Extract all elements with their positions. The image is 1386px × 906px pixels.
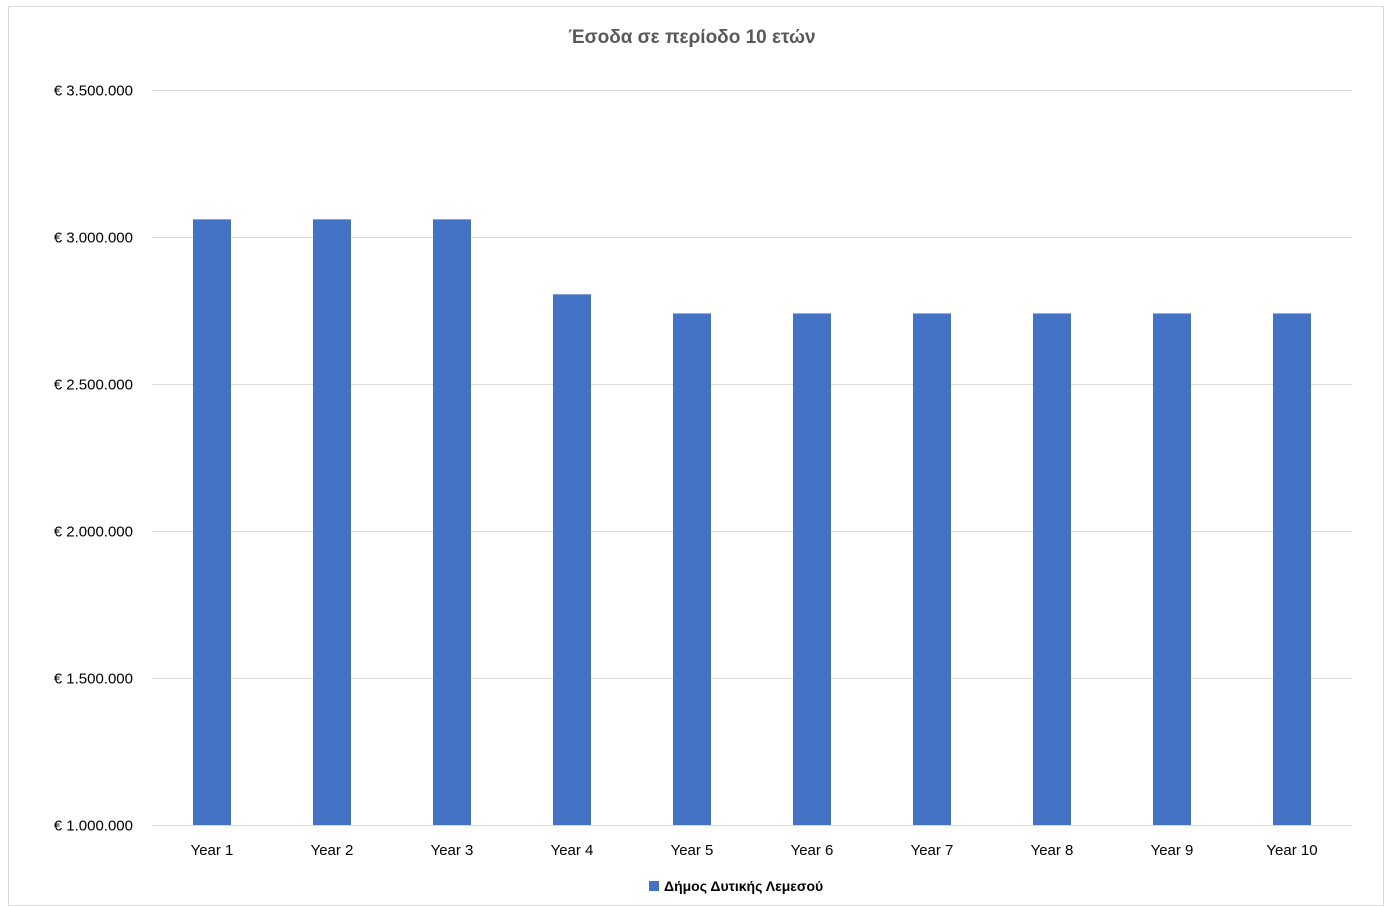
- bar: [433, 219, 471, 826]
- bar: [313, 219, 351, 826]
- x-tick-label: Year 2: [311, 842, 354, 859]
- bars: [193, 219, 1311, 826]
- bar: [793, 313, 831, 825]
- x-tick-label: Year 9: [1151, 842, 1194, 859]
- legend: Δήμος Δυτικής Λεμεσού: [649, 878, 823, 894]
- gridlines: [152, 90, 1352, 826]
- y-tick-label: € 3.000.000: [54, 230, 133, 247]
- bar: [553, 294, 591, 826]
- x-tick-label: Year 7: [911, 842, 954, 859]
- x-tick-label: Year 8: [1031, 842, 1074, 859]
- bar: [1153, 313, 1191, 825]
- y-tick-label: € 1.000.000: [54, 818, 133, 835]
- x-tick-label: Year 6: [791, 842, 834, 859]
- y-tick-label: € 2.000.000: [54, 524, 133, 541]
- bar: [193, 219, 231, 826]
- legend-label: Δήμος Δυτικής Λεμεσού: [664, 878, 823, 894]
- x-tick-label: Year 4: [551, 842, 594, 859]
- bar: [1033, 313, 1071, 825]
- x-axis-labels: Year 1 Year 2 Year 3 Year 4 Year 5 Year 6 Year…: [191, 842, 1318, 859]
- chart-title: Έσοδα σε περίοδο 10 ετών: [568, 27, 815, 48]
- x-tick-label: Year 10: [1266, 842, 1317, 859]
- y-tick-label: € 3.500.000: [54, 83, 133, 100]
- y-tick-label: € 1.500.000: [54, 671, 133, 688]
- bar: [913, 313, 951, 825]
- legend-swatch: [649, 881, 659, 891]
- bar: [1273, 313, 1311, 825]
- bar: [673, 313, 711, 825]
- x-tick-label: Year 3: [431, 842, 474, 859]
- y-tick-label: € 2.500.000: [54, 377, 133, 394]
- y-axis-labels: € 1.000.000 € 1.500.000 € 2.000.000 € 2.500…: [54, 83, 133, 835]
- x-tick-label: Year 1: [191, 842, 234, 859]
- x-tick-label: Year 5: [671, 842, 714, 859]
